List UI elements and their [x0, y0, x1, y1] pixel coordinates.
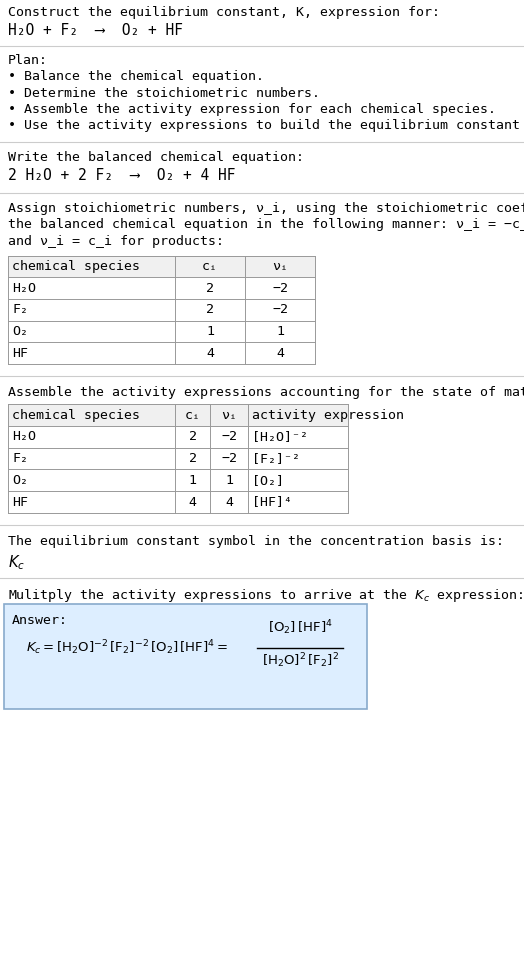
Text: 2: 2: [206, 303, 214, 316]
Text: and ν_i = c_i for products:: and ν_i = c_i for products:: [8, 235, 224, 247]
Text: O₂: O₂: [12, 325, 28, 338]
Text: H₂O + F₂  ⟶  O₂ + HF: H₂O + F₂ ⟶ O₂ + HF: [8, 23, 183, 38]
Text: Write the balanced chemical equation:: Write the balanced chemical equation:: [8, 151, 304, 164]
Text: 2: 2: [189, 431, 196, 443]
Text: • Assemble the activity expression for each chemical species.: • Assemble the activity expression for e…: [8, 103, 496, 116]
Text: 1: 1: [206, 325, 214, 338]
Text: • Balance the chemical equation.: • Balance the chemical equation.: [8, 70, 264, 83]
Text: Assemble the activity expressions accounting for the state of matter and ν_i:: Assemble the activity expressions accoun…: [8, 386, 524, 399]
Text: [O₂]: [O₂]: [252, 474, 284, 487]
Text: F₂: F₂: [12, 452, 28, 465]
Text: Construct the equilibrium constant, K, expression for:: Construct the equilibrium constant, K, e…: [8, 6, 440, 19]
Text: [H₂O]⁻²: [H₂O]⁻²: [252, 431, 308, 443]
Text: • Determine the stoichiometric numbers.: • Determine the stoichiometric numbers.: [8, 86, 320, 100]
Text: • Use the activity expressions to build the equilibrium constant expression.: • Use the activity expressions to build …: [8, 119, 524, 132]
Text: 4: 4: [206, 347, 214, 360]
Text: cᵢ: cᵢ: [184, 409, 201, 422]
Text: $K_c$: $K_c$: [8, 553, 25, 572]
Text: 2 H₂O + 2 F₂  ⟶  O₂ + 4 HF: 2 H₂O + 2 F₂ ⟶ O₂ + 4 HF: [8, 168, 235, 183]
Text: O₂: O₂: [12, 474, 28, 487]
Text: 2: 2: [206, 282, 214, 294]
Text: The equilibrium constant symbol in the concentration basis is:: The equilibrium constant symbol in the c…: [8, 534, 504, 548]
Text: [F₂]⁻²: [F₂]⁻²: [252, 452, 300, 465]
Text: Assign stoichiometric numbers, ν_i, using the stoichiometric coefficients, c_i, : Assign stoichiometric numbers, ν_i, usin…: [8, 202, 524, 215]
FancyBboxPatch shape: [4, 604, 367, 709]
Text: −2: −2: [221, 431, 237, 443]
Text: chemical species: chemical species: [12, 260, 140, 273]
Text: HF: HF: [12, 496, 28, 508]
Text: H₂O: H₂O: [12, 431, 36, 443]
Text: $K_c = [\mathrm{H_2O}]^{-2}\,[\mathrm{F_2}]^{-2}\,[\mathrm{O_2}]\,[\mathrm{HF}]^: $K_c = [\mathrm{H_2O}]^{-2}\,[\mathrm{F_…: [26, 639, 228, 657]
Text: Answer:: Answer:: [12, 614, 68, 626]
Text: −2: −2: [272, 303, 288, 316]
Text: −2: −2: [221, 452, 237, 465]
Bar: [8, 255, 315, 277]
Text: 1: 1: [276, 325, 284, 338]
Text: [HF]⁴: [HF]⁴: [252, 496, 292, 508]
Text: 2: 2: [189, 452, 196, 465]
Text: 1: 1: [225, 474, 233, 487]
Text: HF: HF: [12, 347, 28, 360]
Text: chemical species: chemical species: [12, 409, 140, 422]
Text: activity expression: activity expression: [252, 409, 404, 422]
Text: νᵢ: νᵢ: [272, 260, 288, 273]
Text: 4: 4: [276, 347, 284, 360]
Text: 1: 1: [189, 474, 196, 487]
Text: −2: −2: [272, 282, 288, 294]
Text: H₂O: H₂O: [12, 282, 36, 294]
Text: Mulitply the activity expressions to arrive at the $K_c$ expression:: Mulitply the activity expressions to arr…: [8, 587, 523, 604]
Bar: [8, 405, 348, 426]
Text: $[\mathrm{H_2O}]^2\,[\mathrm{F_2}]^2$: $[\mathrm{H_2O}]^2\,[\mathrm{F_2}]^2$: [261, 651, 339, 669]
Text: the balanced chemical equation in the following manner: ν_i = −c_i for reactants: the balanced chemical equation in the fo…: [8, 219, 524, 231]
Text: 4: 4: [189, 496, 196, 508]
Text: $[\mathrm{O_2}]\,[\mathrm{HF}]^4$: $[\mathrm{O_2}]\,[\mathrm{HF}]^4$: [268, 619, 332, 637]
Text: F₂: F₂: [12, 303, 28, 316]
Text: Plan:: Plan:: [8, 54, 48, 67]
Text: νᵢ: νᵢ: [221, 409, 237, 422]
Text: 4: 4: [225, 496, 233, 508]
Text: cᵢ: cᵢ: [202, 260, 218, 273]
